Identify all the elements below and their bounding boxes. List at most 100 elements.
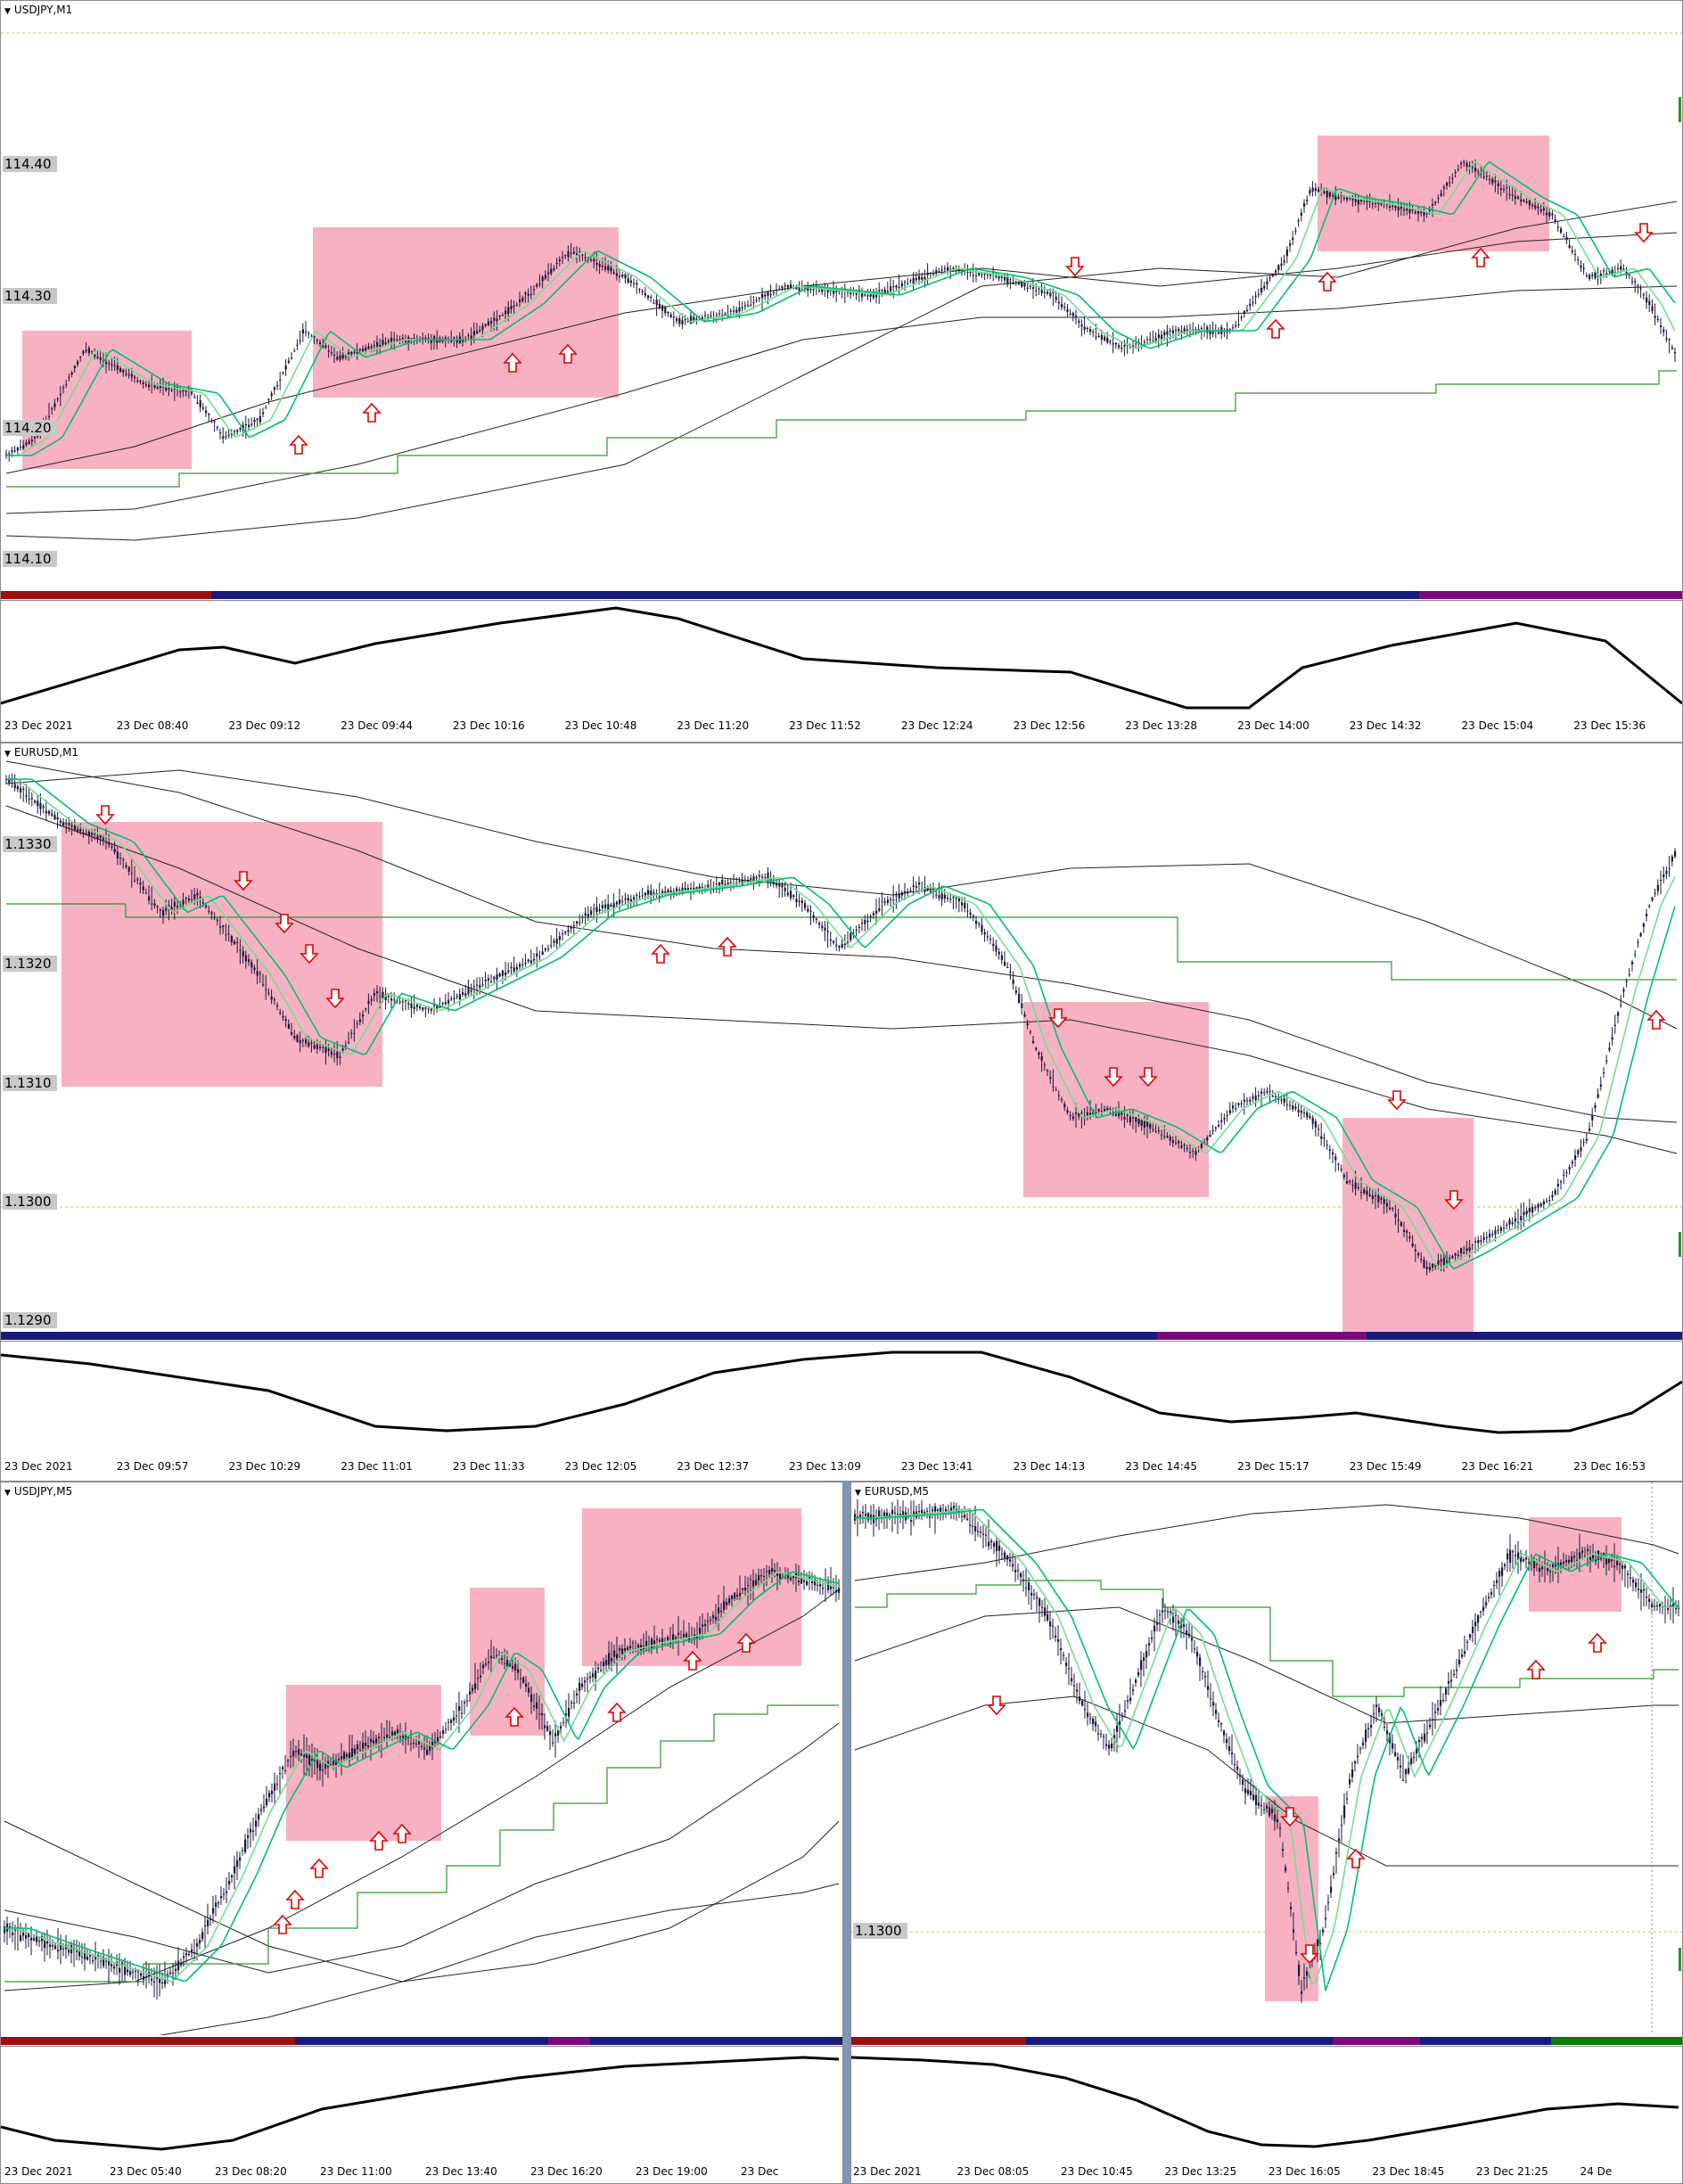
time-label: 23 Dec 16:05 [1268, 2165, 1341, 2178]
chart-window-eurusd-m1[interactable]: ▼ EURUSD,M1 1.1330 1.1320 1.1310 1.1300 1… [0, 743, 1683, 1482]
session-segment [893, 591, 947, 599]
time-label: 23 Dec 15:36 [1573, 719, 1646, 732]
session-segment [674, 2037, 717, 2045]
price-plot[interactable] [851, 1482, 1682, 2035]
session-segment [1026, 2037, 1071, 2045]
arrow-up-icon [651, 943, 670, 964]
oscillator-plot[interactable] [1, 2047, 842, 2161]
arrow-down-icon [1104, 1067, 1123, 1088]
session-segment [1104, 1332, 1157, 1340]
step-line [6, 903, 1677, 981]
session-segment [263, 591, 316, 599]
arrow-up-icon [505, 1706, 524, 1727]
arrow-down-icon [300, 944, 319, 965]
oscillator-plot[interactable] [851, 2047, 1682, 2161]
price-label: 1.1330 [3, 836, 57, 852]
arrow-up-icon [289, 434, 308, 455]
session-segment [1577, 1332, 1630, 1340]
price-plot[interactable] [1, 743, 1682, 1332]
session-segment [1244, 2037, 1289, 2045]
scroll-marker[interactable] [1679, 97, 1681, 122]
arrow-up-icon [362, 402, 382, 423]
time-label: 23 Dec 13:09 [789, 1460, 861, 1473]
time-label: 23 Dec 15:49 [1349, 1460, 1422, 1473]
arrow-up-icon [273, 1914, 292, 1934]
session-segment [1367, 1332, 1420, 1340]
session-segment [464, 2037, 506, 2045]
session-segment [1332, 2037, 1376, 2045]
session-segment [579, 591, 632, 599]
session-segment [631, 591, 685, 599]
time-label: 23 Dec 2021 [853, 2165, 922, 2178]
arrow-up-icon [718, 936, 737, 957]
time-label: 23 Dec 12:56 [1013, 719, 1086, 732]
arrow-down-icon [1280, 1807, 1300, 1827]
subwindow-separator [1, 2046, 842, 2047]
time-label: 23 Dec 16:20 [530, 2165, 603, 2178]
arrow-up-icon [1588, 1632, 1607, 1653]
session-segment [1472, 1332, 1525, 1340]
time-label: 23 Dec 11:00 [320, 2165, 392, 2178]
time-label: 23 Dec 11:01 [341, 1460, 413, 1473]
time-label: 23 Dec 13:25 [1164, 2165, 1237, 2178]
window-title: ▼ EURUSD,M1 [4, 746, 79, 759]
chart-window-usdjpy-m5[interactable]: ▼ USDJPY,M5 23 Dec 2021 23 Dec 05:40 23 Dec… [0, 1482, 843, 2184]
price-plot[interactable] [1, 1, 1682, 589]
arrow-down-icon [234, 871, 253, 891]
dropdown-triangle-icon[interactable]: ▼ [4, 7, 11, 16]
time-label: 23 Dec 12:05 [564, 1460, 637, 1473]
session-segment [211, 2037, 254, 2045]
session-segment [1104, 591, 1157, 599]
session-segment [1375, 2037, 1420, 2045]
session-segment [736, 591, 790, 599]
dropdown-triangle-icon[interactable]: ▼ [4, 1489, 11, 1498]
signal-zone [22, 331, 192, 469]
price-label: 114.40 [3, 156, 57, 172]
scroll-marker[interactable] [1679, 1232, 1681, 1257]
session-segment [368, 1332, 422, 1340]
dropdown-triangle-icon[interactable]: ▼ [855, 1489, 861, 1498]
time-label: 23 Dec 19:00 [636, 2165, 708, 2178]
session-segment [1209, 591, 1262, 599]
arrow-up-icon [503, 352, 522, 373]
session-segment [589, 2037, 633, 2045]
time-axis: 23 Dec 2021 23 Dec 08:05 23 Dec 10:45 23 De… [851, 2165, 1682, 2181]
session-segment [379, 2037, 423, 2045]
time-label: 23 Dec 16:53 [1573, 1460, 1646, 1473]
chart-window-eurusd-m5[interactable]: ▼ EURUSD,M5 1.1300 23 Dec 2021 23 Dec 08:0… [850, 1482, 1683, 2184]
candles [5, 773, 1677, 1276]
chart-window-usdjpy-m1[interactable]: ▼ USDJPY,M1 114.40 114.30 114.20 114.10 2… [0, 0, 1683, 743]
time-label: 23 Dec 2021 [4, 1460, 73, 1473]
session-segment [736, 1332, 790, 1340]
session-segment [316, 1332, 369, 1340]
time-label: 23 Dec 13:40 [425, 2165, 497, 2178]
session-segment [526, 1332, 579, 1340]
session-segment [1314, 591, 1367, 599]
signal-zone [1265, 1796, 1318, 2001]
session-bar [1, 1332, 1682, 1340]
session-segment [85, 2037, 127, 2045]
price-label: 114.30 [3, 288, 57, 304]
time-label: 23 Dec 14:45 [1125, 1460, 1198, 1473]
session-segment [1, 2037, 44, 2045]
price-plot[interactable] [1, 1482, 842, 2035]
session-segment [547, 2037, 590, 2045]
time-label: 23 Dec 2021 [4, 719, 73, 732]
session-segment [1156, 1332, 1210, 1340]
time-label: 23 Dec 05:40 [110, 2165, 182, 2178]
signal-zone [62, 822, 382, 1087]
moving-average-line [158, 1883, 840, 2035]
arrow-up-icon [1526, 1659, 1546, 1679]
moving-average-line [5, 769, 1678, 1030]
scroll-marker[interactable] [1679, 1948, 1681, 1971]
arrow-down-icon [987, 1695, 1006, 1716]
oscillator-plot[interactable] [1, 601, 1682, 717]
time-label: 23 Dec 15:04 [1461, 719, 1534, 732]
window-divider[interactable] [843, 1482, 850, 2184]
session-segment [998, 1332, 1052, 1340]
oscillator-plot[interactable] [1, 1342, 1682, 1457]
dropdown-triangle-icon[interactable]: ▼ [4, 750, 11, 759]
signal-zone [1318, 135, 1549, 251]
moving-average-line [854, 1606, 1679, 1724]
session-segment [893, 1332, 947, 1340]
